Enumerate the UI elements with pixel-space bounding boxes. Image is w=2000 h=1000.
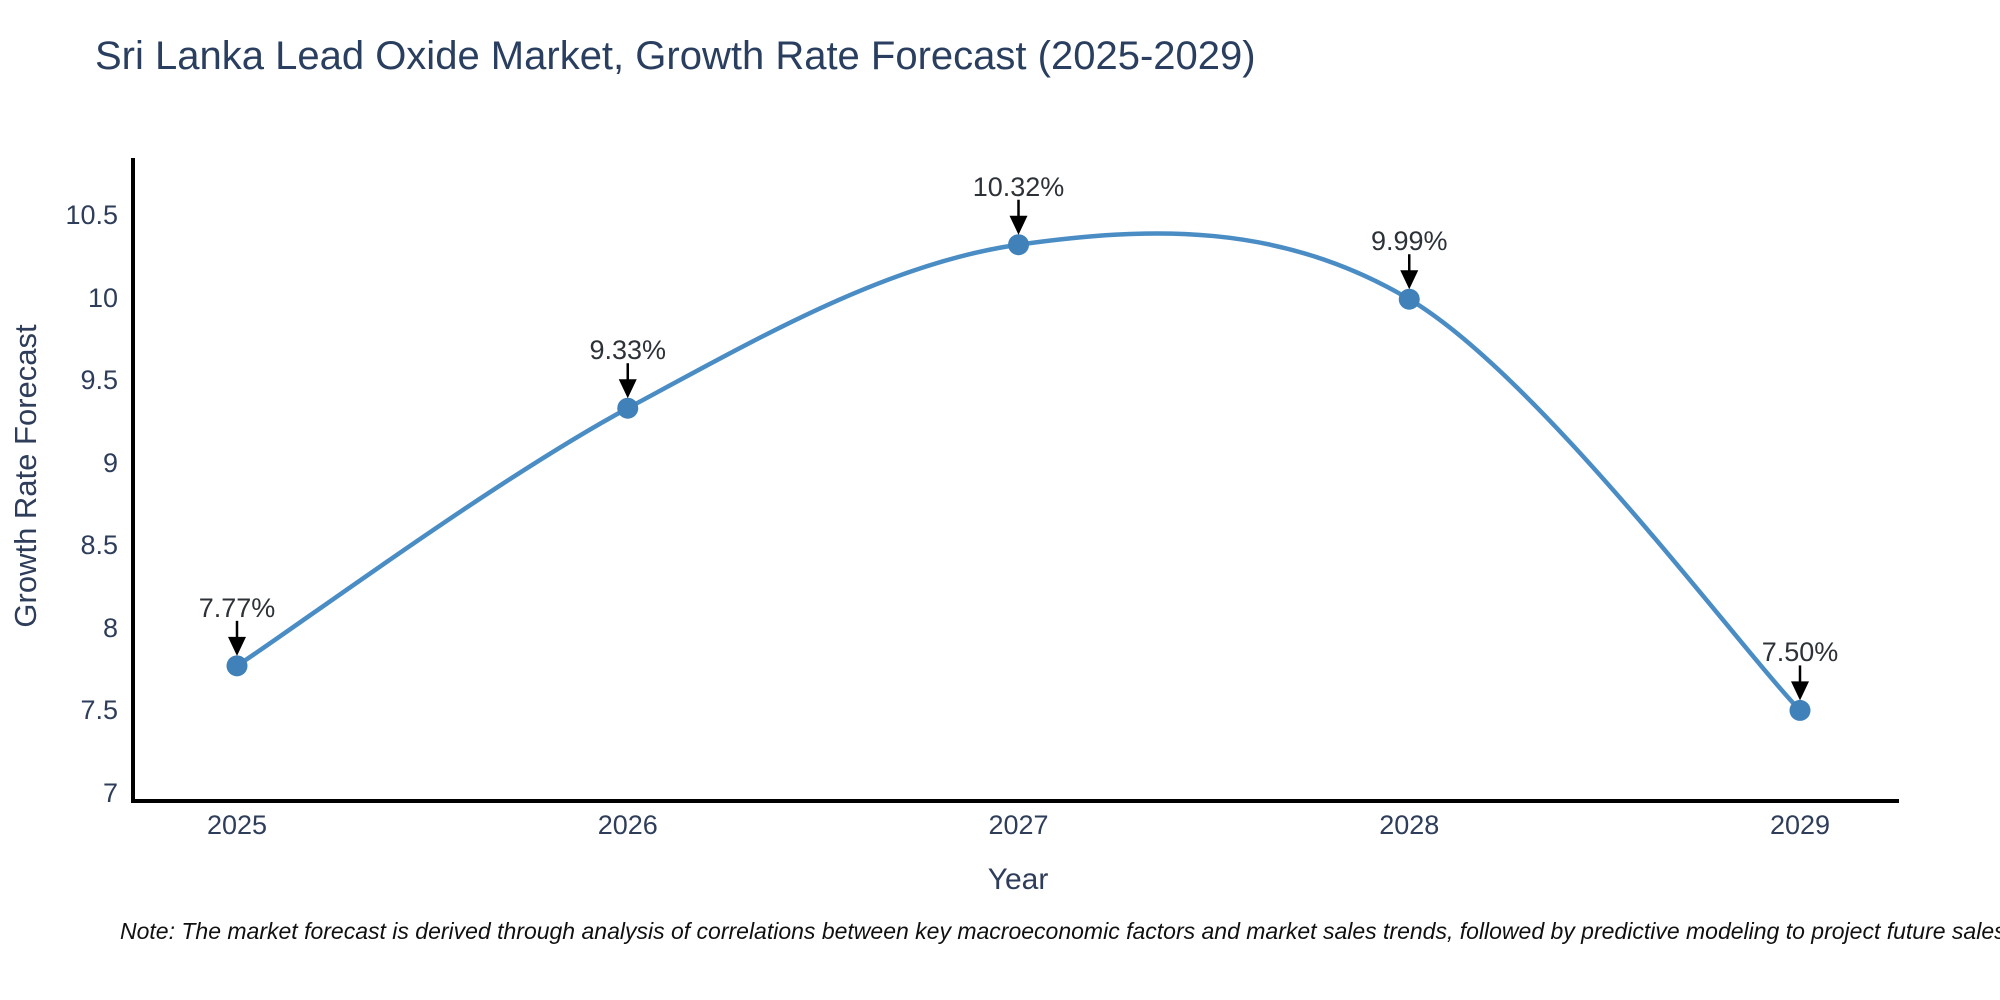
x-tick-label: 2028 bbox=[1379, 810, 1440, 840]
x-tick-label: 2025 bbox=[206, 810, 268, 840]
data-point-marker bbox=[1789, 699, 1811, 721]
point-value-label: 10.32% bbox=[972, 171, 1065, 202]
y-tick-label: 7.5 bbox=[80, 695, 118, 726]
x-axis-title: Year bbox=[987, 863, 1049, 896]
forecast-line bbox=[235, 231, 1802, 712]
y-tick-label: 10 bbox=[87, 282, 118, 313]
y-axis-title: Growth Rate Forecast bbox=[8, 324, 43, 628]
x-tick-label: 2029 bbox=[1769, 810, 1831, 840]
data-point-marker bbox=[226, 655, 248, 677]
annotation-arrowhead bbox=[1400, 270, 1419, 290]
x-tick-label: 2026 bbox=[597, 810, 658, 840]
point-value-label: 9.33% bbox=[589, 335, 667, 366]
y-tick-label: 8.5 bbox=[80, 530, 118, 561]
point-value-label: 7.77% bbox=[198, 592, 276, 623]
y-tick-label: 10.5 bbox=[65, 200, 118, 230]
footnote: Note: The market forecast is derived thr… bbox=[120, 918, 2000, 944]
annotation-arrowhead bbox=[228, 636, 246, 656]
y-tick-label: 9.5 bbox=[80, 365, 118, 396]
x-tick-label: 2027 bbox=[988, 810, 1049, 840]
y-tick-label: 8 bbox=[102, 612, 118, 643]
data-point-marker bbox=[1398, 288, 1420, 310]
annotation-arrowhead bbox=[1791, 681, 1809, 701]
point-value-label: 9.99% bbox=[1370, 226, 1448, 257]
point-value-label: 7.50% bbox=[1761, 637, 1839, 668]
y-tick-label: 7 bbox=[102, 778, 118, 808]
y-tick-label: 9 bbox=[102, 447, 118, 478]
annotation-arrowhead bbox=[618, 379, 637, 399]
annotation-arrowhead bbox=[1009, 215, 1028, 235]
data-point-marker bbox=[617, 397, 639, 419]
chart-title: Sri Lanka Lead Oxide Market, Growth Rate… bbox=[95, 34, 1256, 78]
data-point-marker bbox=[1008, 234, 1029, 256]
